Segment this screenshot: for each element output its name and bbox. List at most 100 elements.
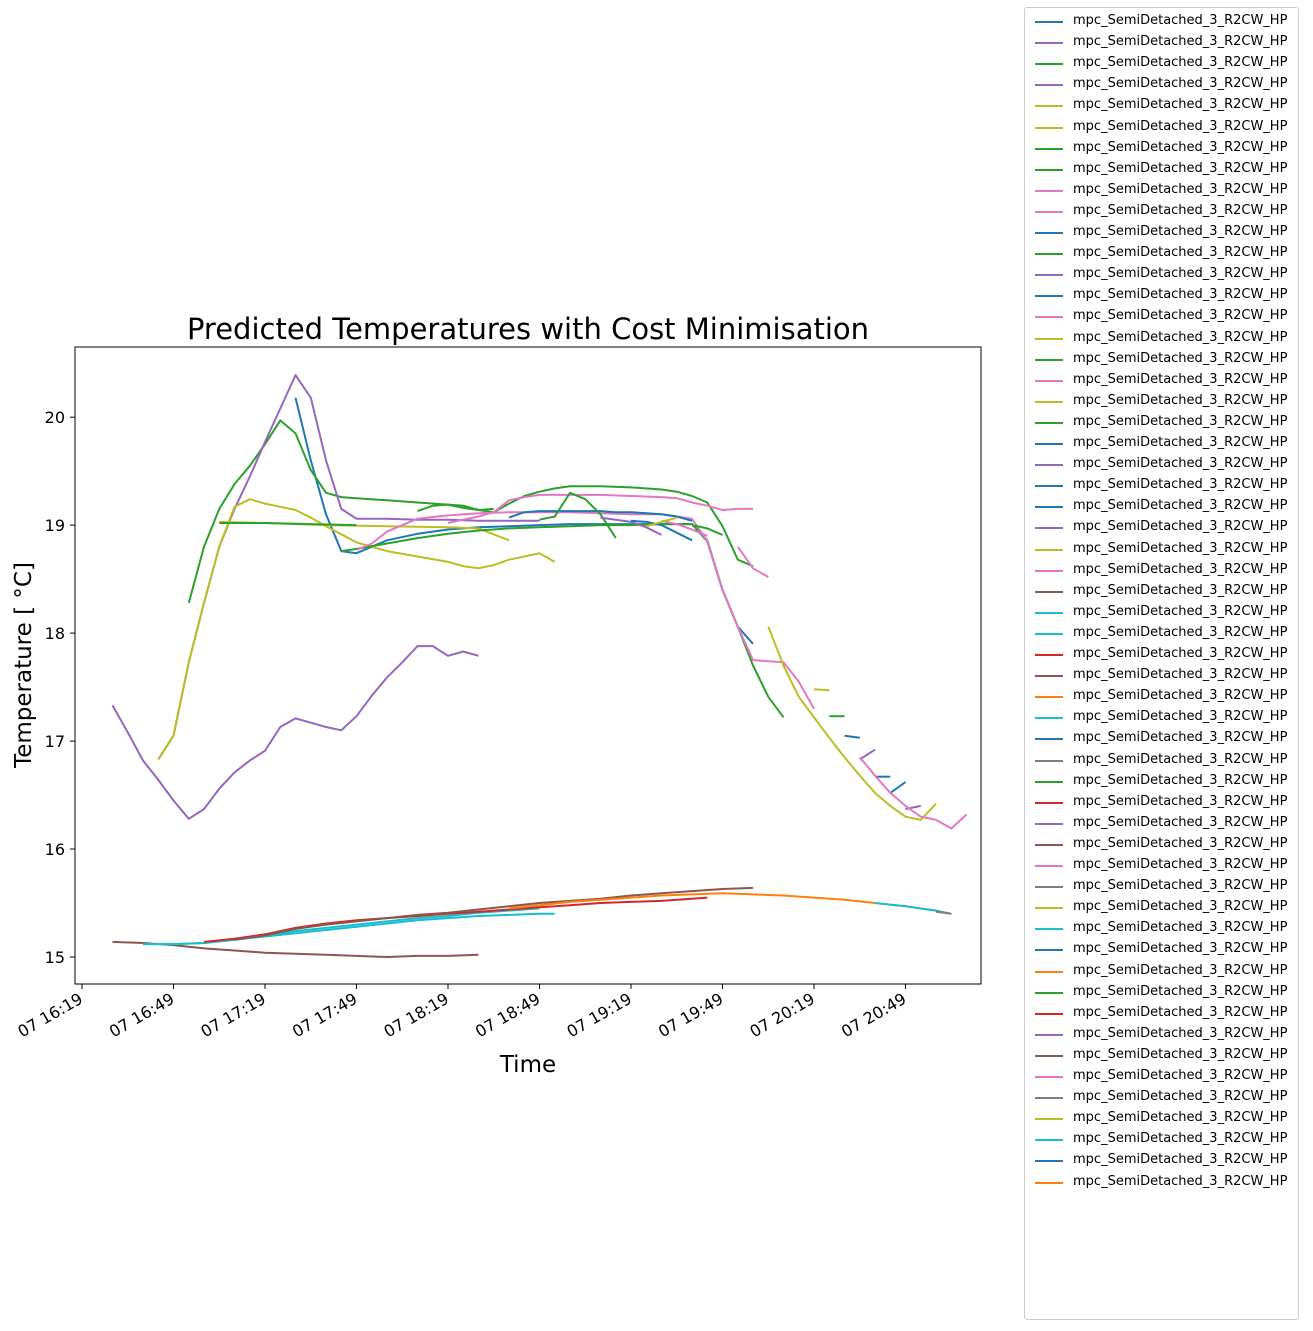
legend-item: mpc_SemiDetached_3_R2CW_HP <box>1031 518 1299 539</box>
legend-swatch <box>1035 42 1063 45</box>
series-line-11 <box>508 510 693 522</box>
legend-item: mpc_SemiDetached_3_R2CW_HP <box>1031 160 1299 181</box>
legend-swatch <box>1035 84 1063 87</box>
legend-item: mpc_SemiDetached_3_R2CW_HP <box>1031 455 1299 476</box>
series-line-10 <box>356 511 815 710</box>
legend-item: mpc_SemiDetached_3_R2CW_HP <box>1031 33 1299 54</box>
legend-item: mpc_SemiDetached_3_R2CW_HP <box>1031 1025 1299 1046</box>
legend-swatch <box>1035 1033 1063 1036</box>
legend-label: mpc_SemiDetached_3_R2CW_HP <box>1073 202 1288 218</box>
legend-label: mpc_SemiDetached_3_R2CW_HP <box>1073 603 1288 619</box>
x-axis: 07 16:19 07 16:49 07 17:19 07 17:49 07 18:19… <box>15 984 910 1041</box>
legend-swatch <box>1035 759 1063 762</box>
series-line-17 <box>691 524 723 536</box>
legend-label: mpc_SemiDetached_3_R2CW_HP <box>1073 498 1288 514</box>
legend-swatch <box>1035 168 1063 171</box>
legend-item: mpc_SemiDetached_3_R2CW_HP <box>1031 898 1299 919</box>
legend-label: mpc_SemiDetached_3_R2CW_HP <box>1073 1131 1288 1147</box>
x-tick-label: 07 17:49 <box>289 989 360 1041</box>
legend-item: mpc_SemiDetached_3_R2CW_HP <box>1031 919 1299 940</box>
legend-label: mpc_SemiDetached_3_R2CW_HP <box>1073 561 1288 577</box>
chart-title: Predicted Temperatures with Cost Minimis… <box>187 312 869 346</box>
legend-label: mpc_SemiDetached_3_R2CW_HP <box>1073 34 1288 50</box>
legend-item: mpc_SemiDetached_3_R2CW_HP <box>1031 814 1299 835</box>
legend-label: mpc_SemiDetached_3_R2CW_HP <box>1073 1046 1288 1062</box>
plot-area <box>111 374 968 958</box>
x-tick-label: 07 19:49 <box>655 989 726 1041</box>
x-tick-label: 07 20:49 <box>838 989 909 1041</box>
y-axis: 15 16 17 18 19 20 <box>45 408 75 967</box>
y-tick-label: 18 <box>45 624 65 643</box>
legend-label: mpc_SemiDetached_3_R2CW_HP <box>1073 181 1288 197</box>
legend-label: mpc_SemiDetached_3_R2CW_HP <box>1073 266 1288 282</box>
legend-label: mpc_SemiDetached_3_R2CW_HP <box>1073 456 1288 472</box>
legend-label: mpc_SemiDetached_3_R2CW_HP <box>1073 76 1288 92</box>
legend-item: mpc_SemiDetached_3_R2CW_HP <box>1031 286 1299 307</box>
legend-label: mpc_SemiDetached_3_R2CW_HP <box>1073 371 1288 387</box>
legend-swatch <box>1035 1139 1063 1142</box>
y-tick-label: 20 <box>45 408 65 427</box>
legend-swatch <box>1035 1181 1063 1184</box>
series-line-13 <box>600 516 662 536</box>
legend-item: mpc_SemiDetached_3_R2CW_HP <box>1031 793 1299 814</box>
legend-label: mpc_SemiDetached_3_R2CW_HP <box>1073 1025 1288 1041</box>
legend-swatch <box>1035 400 1063 403</box>
legend-swatch <box>1035 886 1063 889</box>
legend-swatch <box>1035 253 1063 256</box>
series-line-36 <box>935 910 952 915</box>
legend-item: mpc_SemiDetached_3_R2CW_HP <box>1031 118 1299 139</box>
legend-swatch <box>1035 675 1063 678</box>
legend-item: mpc_SemiDetached_3_R2CW_HP <box>1031 181 1299 202</box>
x-tick-label: 07 19:19 <box>564 989 635 1041</box>
legend-label: mpc_SemiDetached_3_R2CW_HP <box>1073 350 1288 366</box>
legend-swatch <box>1035 738 1063 741</box>
legend-item: mpc_SemiDetached_3_R2CW_HP <box>1031 350 1299 371</box>
series-line-27 <box>859 756 968 830</box>
legend-item: mpc_SemiDetached_3_R2CW_HP <box>1031 75 1299 96</box>
legend-swatch <box>1035 822 1063 825</box>
legend-item: mpc_SemiDetached_3_R2CW_HP <box>1031 751 1299 772</box>
legend-label: mpc_SemiDetached_3_R2CW_HP <box>1073 878 1288 894</box>
x-tick-label: 07 16:19 <box>15 989 86 1041</box>
legend-swatch <box>1035 527 1063 530</box>
legend-swatch <box>1035 1097 1063 1100</box>
legend-item: mpc_SemiDetached_3_R2CW_HP <box>1031 413 1299 434</box>
legend-swatch <box>1035 295 1063 298</box>
legend-swatch <box>1035 907 1063 910</box>
legend-label: mpc_SemiDetached_3_R2CW_HP <box>1073 540 1288 556</box>
series-line-15 <box>661 519 708 537</box>
legend-label: mpc_SemiDetached_3_R2CW_HP <box>1073 435 1288 450</box>
legend-item: mpc_SemiDetached_3_R2CW_HP <box>1031 708 1299 729</box>
legend-label: mpc_SemiDetached_3_R2CW_HP <box>1073 245 1288 261</box>
legend-item: mpc_SemiDetached_3_R2CW_HP <box>1031 1109 1299 1130</box>
legend-label: mpc_SemiDetached_3_R2CW_HP <box>1073 1152 1288 1168</box>
legend-item: mpc_SemiDetached_3_R2CW_HP <box>1031 561 1299 582</box>
legend-item: mpc_SemiDetached_3_R2CW_HP <box>1031 244 1299 265</box>
legend-swatch <box>1035 780 1063 783</box>
y-axis-label: Temperature [ °C] <box>11 562 37 769</box>
legend-swatch <box>1035 865 1063 867</box>
legend-swatch <box>1035 1054 1063 1057</box>
legend-swatch <box>1035 696 1063 699</box>
legend-item: mpc_SemiDetached_3_R2CW_HP <box>1031 940 1299 961</box>
y-tick-label: 19 <box>45 516 65 535</box>
legend-label: mpc_SemiDetached_3_R2CW_HP <box>1073 392 1288 408</box>
legend-swatch <box>1035 421 1063 424</box>
axes-frame <box>74 346 982 985</box>
legend-swatch <box>1035 337 1063 340</box>
y-tick-label: 17 <box>45 732 65 751</box>
legend-swatch <box>1035 843 1063 846</box>
legend-item: mpc_SemiDetached_3_R2CW_HP <box>1031 603 1299 624</box>
legend-label: mpc_SemiDetached_3_R2CW_HP <box>1073 857 1288 872</box>
series-line-24 <box>889 781 907 794</box>
x-tick-label: 07 16:49 <box>106 989 177 1041</box>
series-line-26 <box>767 626 937 821</box>
legend-item: mpc_SemiDetached_3_R2CW_HP <box>1031 1046 1299 1067</box>
series-line-5 <box>157 498 556 760</box>
legend-label: mpc_SemiDetached_3_R2CW_HP <box>1073 709 1288 725</box>
x-tick-label: 07 20:19 <box>747 989 818 1041</box>
legend-item: mpc_SemiDetached_3_R2CW_HP <box>1031 645 1299 666</box>
legend-label: mpc_SemiDetached_3_R2CW_HP <box>1073 646 1288 661</box>
legend-swatch <box>1035 316 1063 319</box>
